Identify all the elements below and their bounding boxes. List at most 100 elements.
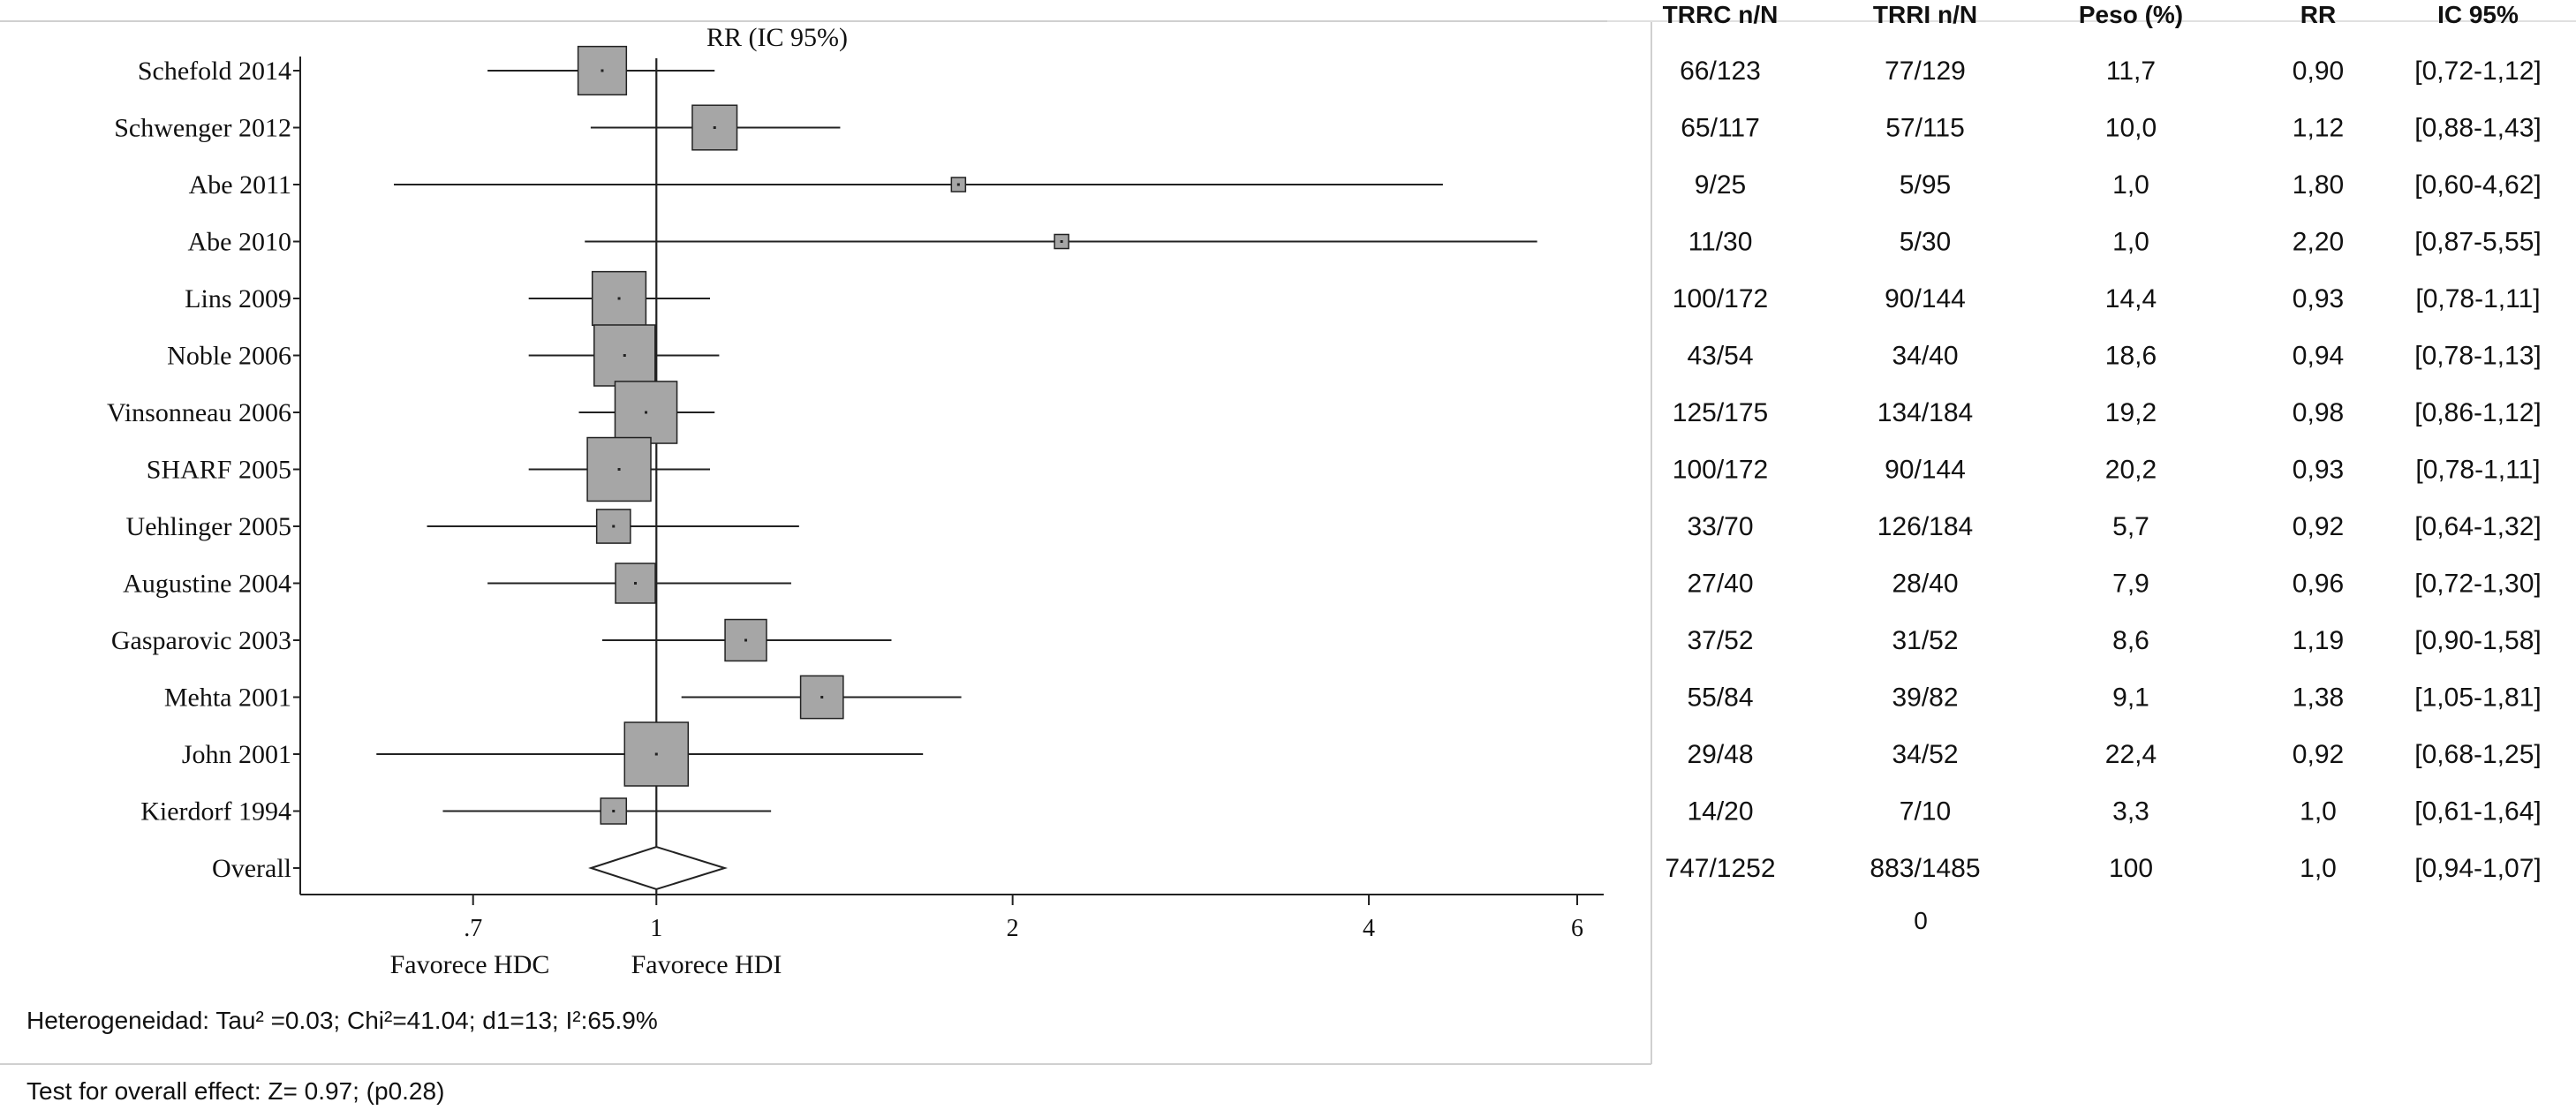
table-cell: 10,0 bbox=[2105, 114, 2157, 143]
effect-point bbox=[612, 525, 616, 528]
study-label: Overall bbox=[212, 854, 291, 883]
table-cell: 77/129 bbox=[1885, 57, 1966, 86]
table-cell: 5/30 bbox=[1900, 228, 1951, 257]
table-cell: 9/25 bbox=[1695, 170, 1746, 200]
table-header-cell: IC 95% bbox=[2437, 1, 2519, 28]
table-header-cell: RR bbox=[2300, 1, 2336, 28]
study-label-layer: Schefold 2014 Schwenger 2012 Abe 2011 Abe 2… bbox=[107, 57, 291, 883]
effect-point bbox=[956, 183, 960, 186]
table-cell: 1,12 bbox=[2293, 114, 2344, 143]
effect-point bbox=[617, 468, 621, 471]
table-cell: 0,94 bbox=[2293, 342, 2344, 371]
effect-point bbox=[634, 582, 638, 585]
table-header-cell: TRRC n/N bbox=[1663, 1, 1779, 28]
table-cell: 34/40 bbox=[1892, 342, 1958, 371]
effect-point bbox=[601, 69, 604, 72]
table-cell: 7,9 bbox=[2112, 570, 2149, 599]
effect-point bbox=[1060, 240, 1063, 243]
x-tick-label: .7 bbox=[464, 915, 482, 942]
effect-box bbox=[577, 45, 628, 96]
study-label: Schwenger 2012 bbox=[114, 114, 291, 143]
table-layer: 66/123 77/129 11,7 0,90 [0,72-1,12] 65/117 57/… bbox=[1665, 57, 2541, 883]
table-cell: 134/184 bbox=[1877, 398, 1973, 427]
table-cell: 1,0 bbox=[2112, 170, 2149, 200]
table-cell: 0,93 bbox=[2293, 284, 2344, 313]
study-label: Gasparovic 2003 bbox=[111, 626, 291, 655]
table-cell: 883/1485 bbox=[1870, 854, 1980, 883]
table-cell: 90/144 bbox=[1885, 284, 1966, 313]
table-cell: 0,96 bbox=[2293, 570, 2344, 599]
table-cell: 5/95 bbox=[1900, 170, 1951, 200]
table-cell: [0,78-1,13] bbox=[2414, 342, 2541, 371]
heterogeneity-text: Heterogeneidad: Tau² =0.03; Chi²=41.04; … bbox=[26, 1007, 658, 1034]
x-tick-layer: .7 1 2 4 6 bbox=[464, 895, 1583, 942]
table-cell: 1,80 bbox=[2293, 170, 2344, 200]
table-cell: 22,4 bbox=[2105, 740, 2157, 769]
study-label: Abe 2010 bbox=[188, 228, 291, 257]
table-cell: 1,19 bbox=[2293, 626, 2344, 655]
table-cell: 37/52 bbox=[1687, 626, 1753, 655]
table-cell: 11,7 bbox=[2106, 57, 2156, 86]
table-cell: 18,6 bbox=[2105, 342, 2157, 371]
x-tick-label: 4 bbox=[1363, 915, 1375, 942]
effect-point bbox=[744, 638, 748, 642]
study-label: Kierdorf 1994 bbox=[140, 797, 291, 827]
study-label: Vinsonneau 2006 bbox=[107, 398, 291, 427]
table-cell: [0,94-1,07] bbox=[2414, 854, 2541, 883]
effect-point bbox=[654, 752, 658, 756]
table-cell: 57/115 bbox=[1885, 114, 1965, 143]
effect-point bbox=[645, 411, 648, 414]
x-tick-label: 6 bbox=[1571, 915, 1583, 942]
table-cell: 0,92 bbox=[2293, 740, 2344, 769]
table-cell: 14,4 bbox=[2105, 284, 2157, 313]
table-cell: [0,60-4,62] bbox=[2414, 170, 2541, 200]
table-cell: [0,90-1,58] bbox=[2414, 626, 2541, 655]
favors-right-label: Favorece HDI bbox=[631, 950, 782, 979]
table-cell: [0,61-1,64] bbox=[2414, 797, 2541, 827]
effect-point bbox=[612, 810, 616, 812]
x-tick-label: 1 bbox=[650, 915, 662, 942]
table-cell: 28/40 bbox=[1892, 570, 1958, 599]
table-header-cell: Peso (%) bbox=[2079, 1, 2183, 28]
table-cell: 29/48 bbox=[1687, 740, 1753, 769]
table-cell: 0,93 bbox=[2293, 456, 2344, 485]
study-label: Augustine 2004 bbox=[123, 570, 291, 599]
table-cell: 8,6 bbox=[2112, 626, 2149, 655]
effect-point bbox=[623, 354, 626, 357]
table-header-cell: TRRI n/N bbox=[1873, 1, 1977, 28]
table-cell: 1,38 bbox=[2293, 683, 2344, 713]
table-cell: [0,72-1,12] bbox=[2414, 57, 2541, 86]
table-cell: 31/52 bbox=[1892, 626, 1958, 655]
table-cell: [1,05-1,81] bbox=[2414, 683, 2541, 713]
table-cell: 0,98 bbox=[2293, 398, 2344, 427]
diamond-layer bbox=[588, 845, 729, 891]
x-tick-label: 2 bbox=[1007, 915, 1019, 942]
table-cell: 125/175 bbox=[1673, 398, 1768, 427]
table-cell: [0,64-1,32] bbox=[2414, 512, 2541, 541]
study-label: John 2001 bbox=[182, 740, 291, 769]
table-cell: 66/123 bbox=[1680, 57, 1761, 86]
table-header-layer: TRRC n/N TRRI n/N Peso (%) RR IC 95% bbox=[1663, 1, 2519, 28]
table-cell: 65/117 bbox=[1681, 114, 1760, 143]
table-cell: [0,86-1,12] bbox=[2414, 398, 2541, 427]
chart-title: RR (IC 95%) bbox=[706, 23, 848, 52]
study-label: Noble 2006 bbox=[167, 342, 291, 371]
table-cell: 43/54 bbox=[1687, 342, 1753, 371]
table-cell: [0,68-1,25] bbox=[2414, 740, 2541, 769]
table-cell: 2,20 bbox=[2293, 228, 2344, 257]
study-label: Lins 2009 bbox=[185, 284, 291, 313]
study-label: SHARF 2005 bbox=[147, 456, 291, 485]
table-cell: 9,1 bbox=[2112, 683, 2149, 713]
table-cell: 0,90 bbox=[2293, 57, 2344, 86]
extra-zero-label: 0 bbox=[1914, 907, 1928, 934]
effect-point bbox=[617, 297, 621, 300]
table-cell: 39/82 bbox=[1892, 683, 1958, 713]
table-cell: 100/172 bbox=[1673, 456, 1768, 485]
study-label: Abe 2011 bbox=[189, 170, 291, 200]
box-layer bbox=[577, 45, 1069, 825]
table-cell: 100/172 bbox=[1673, 284, 1768, 313]
favors-left-label: Favorece HDC bbox=[390, 950, 550, 979]
y-tick-layer bbox=[293, 70, 300, 869]
table-cell: 55/84 bbox=[1687, 683, 1753, 713]
